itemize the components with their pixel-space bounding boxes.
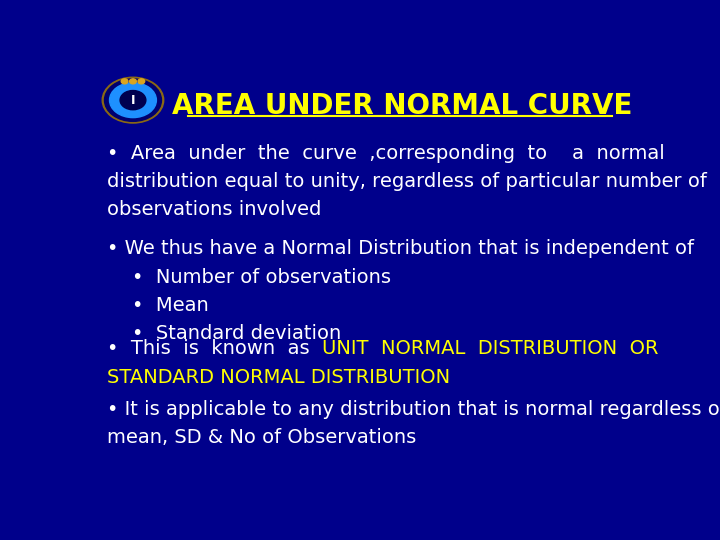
Text: •  Number of observations: • Number of observations	[132, 268, 391, 287]
Circle shape	[121, 79, 128, 84]
Text: UNIT  NORMAL  DISTRIBUTION  OR: UNIT NORMAL DISTRIBUTION OR	[322, 339, 658, 358]
Circle shape	[130, 79, 136, 84]
Text: AREA UNDER NORMAL CURVE: AREA UNDER NORMAL CURVE	[172, 92, 633, 120]
Circle shape	[109, 83, 156, 118]
Text: • It is applicable to any distribution that is normal regardless of: • It is applicable to any distribution t…	[107, 400, 720, 419]
Circle shape	[104, 79, 161, 122]
Text: mean, SD & No of Observations: mean, SD & No of Observations	[107, 428, 416, 447]
Text: • We thus have a Normal Distribution that is independent of: • We thus have a Normal Distribution tha…	[107, 239, 694, 259]
Text: observations involved: observations involved	[107, 200, 321, 219]
Text: •  This  is  known  as: • This is known as	[107, 339, 322, 358]
Circle shape	[102, 77, 163, 123]
Circle shape	[120, 91, 146, 110]
Text: I: I	[131, 93, 135, 106]
Text: •  Standard deviation: • Standard deviation	[132, 324, 341, 343]
Text: •  Mean: • Mean	[132, 296, 209, 315]
Text: STANDARD NORMAL DISTRIBUTION: STANDARD NORMAL DISTRIBUTION	[107, 368, 450, 387]
Text: distribution equal to unity, regardless of particular number of: distribution equal to unity, regardless …	[107, 172, 706, 191]
Circle shape	[138, 79, 145, 84]
Text: •  Area  under  the  curve  ,corresponding  to    a  normal: • Area under the curve ,corresponding to…	[107, 144, 665, 163]
